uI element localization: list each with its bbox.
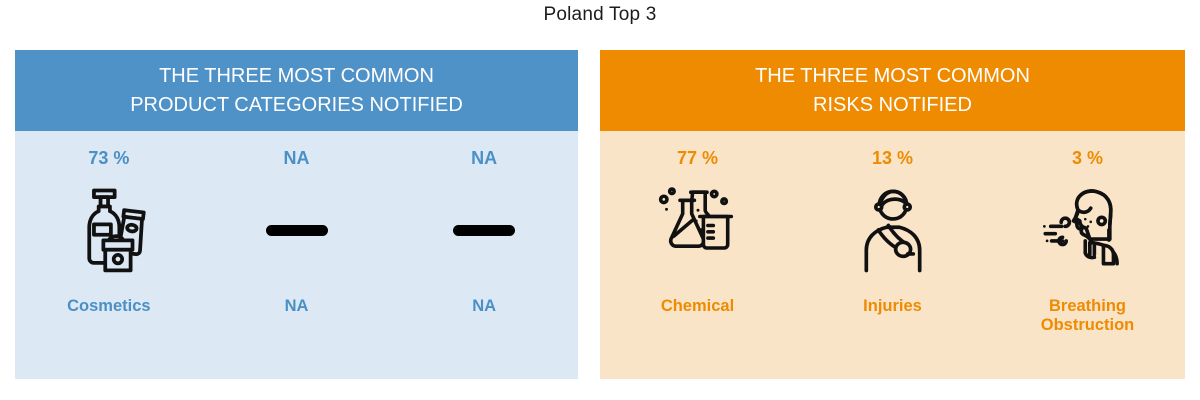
risk-item-injuries: 13 % Inj — [795, 131, 990, 379]
risk-label: Breathing Obstruction — [1040, 297, 1135, 334]
percent-value: 13 % — [871, 148, 914, 168]
risk-item-breathing-obstruction: 3 % — [990, 131, 1185, 379]
category-label: Cosmetics — [67, 297, 151, 315]
product-categories-panel: THE THREE MOST COMMON PRODUCT CATEGORIES… — [15, 50, 578, 379]
header-line-1: THE THREE MOST COMMON — [755, 65, 1030, 88]
risk-label: Chemical — [660, 297, 735, 315]
percent-value: 3 % — [1071, 148, 1104, 168]
page-title: Poland Top 3 — [543, 4, 657, 25]
percent-value: NA — [471, 148, 498, 168]
chemical-icon — [653, 174, 743, 286]
product-categories-header: THE THREE MOST COMMON PRODUCT CATEGORIES… — [15, 50, 578, 131]
cosmetics-icon — [62, 174, 156, 286]
category-item-na-1: NA NA — [203, 131, 391, 379]
header-line-1: THE THREE MOST COMMON — [159, 65, 434, 88]
header-line-2: PRODUCT CATEGORIES NOTIFIED — [130, 93, 463, 116]
percent-value: 73 % — [88, 148, 130, 168]
percent-value: 77 % — [676, 148, 719, 168]
category-item-na-2: NA NA — [390, 131, 578, 379]
category-label: NA — [284, 297, 309, 315]
product-categories-body: 73 % — [15, 131, 578, 379]
risks-header: THE THREE MOST COMMON RISKS NOTIFIED — [600, 50, 1185, 131]
risks-body: 77 % — [600, 131, 1185, 379]
category-item-cosmetics: 73 % — [15, 131, 203, 379]
percent-value: NA — [283, 148, 310, 168]
na-dash-icon — [265, 174, 328, 286]
na-dash — [265, 224, 328, 236]
category-label: NA — [472, 297, 497, 315]
breathing-obstruction-icon — [1038, 174, 1138, 286]
risks-panel: THE THREE MOST COMMON RISKS NOTIFIED 77 … — [600, 50, 1185, 379]
injuries-icon — [847, 174, 939, 286]
na-dash-icon — [453, 174, 516, 286]
risk-label: Injuries — [863, 297, 922, 315]
header-line-2: RISKS NOTIFIED — [813, 93, 972, 116]
na-dash — [453, 224, 516, 236]
risk-item-chemical: 77 % — [600, 131, 795, 379]
